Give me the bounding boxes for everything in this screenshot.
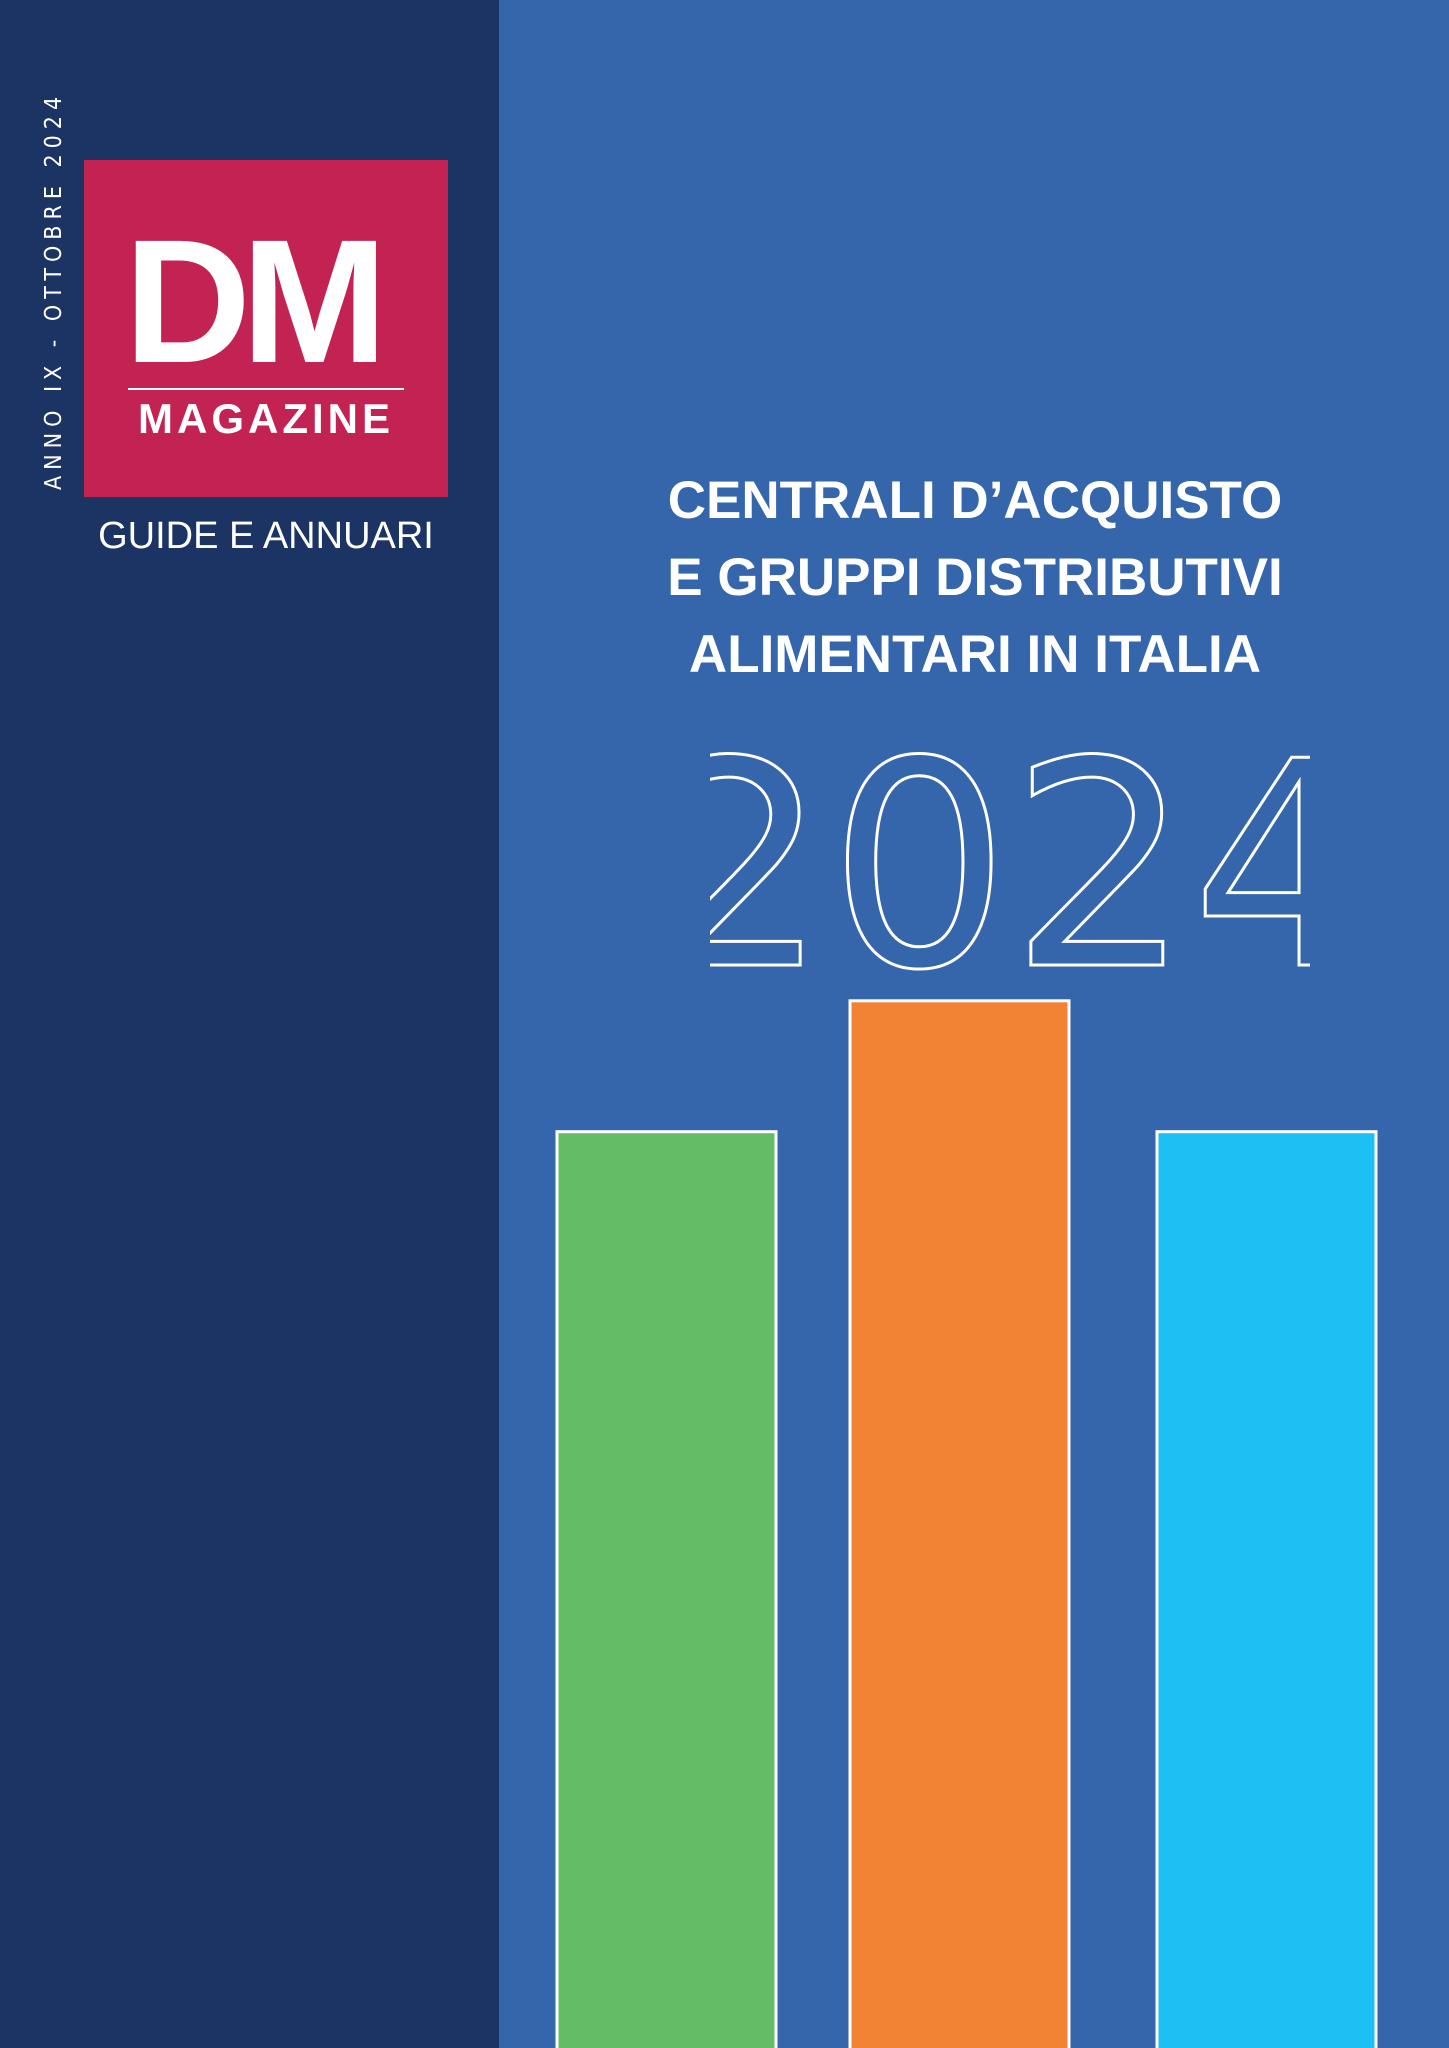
cover-year: 2024 (710, 735, 1310, 975)
year-text: 2024 (710, 735, 1310, 975)
cover-headline: CENTRALI D’ACQUISTO E GRUPPI DISTRIBUTIV… (560, 462, 1390, 693)
headline-line-1: CENTRALI D’ACQUISTO (667, 471, 1283, 530)
headline-line-2: E GRUPPI DISTRIBUTIVI (667, 548, 1283, 607)
dm-magazine-logo: DM MAGAZINE (84, 160, 448, 497)
orange-bar (848, 999, 1071, 2048)
logo-divider (128, 388, 404, 390)
green-bar (555, 1130, 778, 2048)
headline-line-3: ALIMENTARI IN ITALIA (688, 625, 1262, 684)
series-label: GUIDE E ANNUARI (98, 515, 434, 557)
cyan-bar (1155, 1130, 1378, 2048)
logo-word: MAGAZINE (138, 395, 394, 442)
logo-letters: DM (124, 204, 388, 400)
